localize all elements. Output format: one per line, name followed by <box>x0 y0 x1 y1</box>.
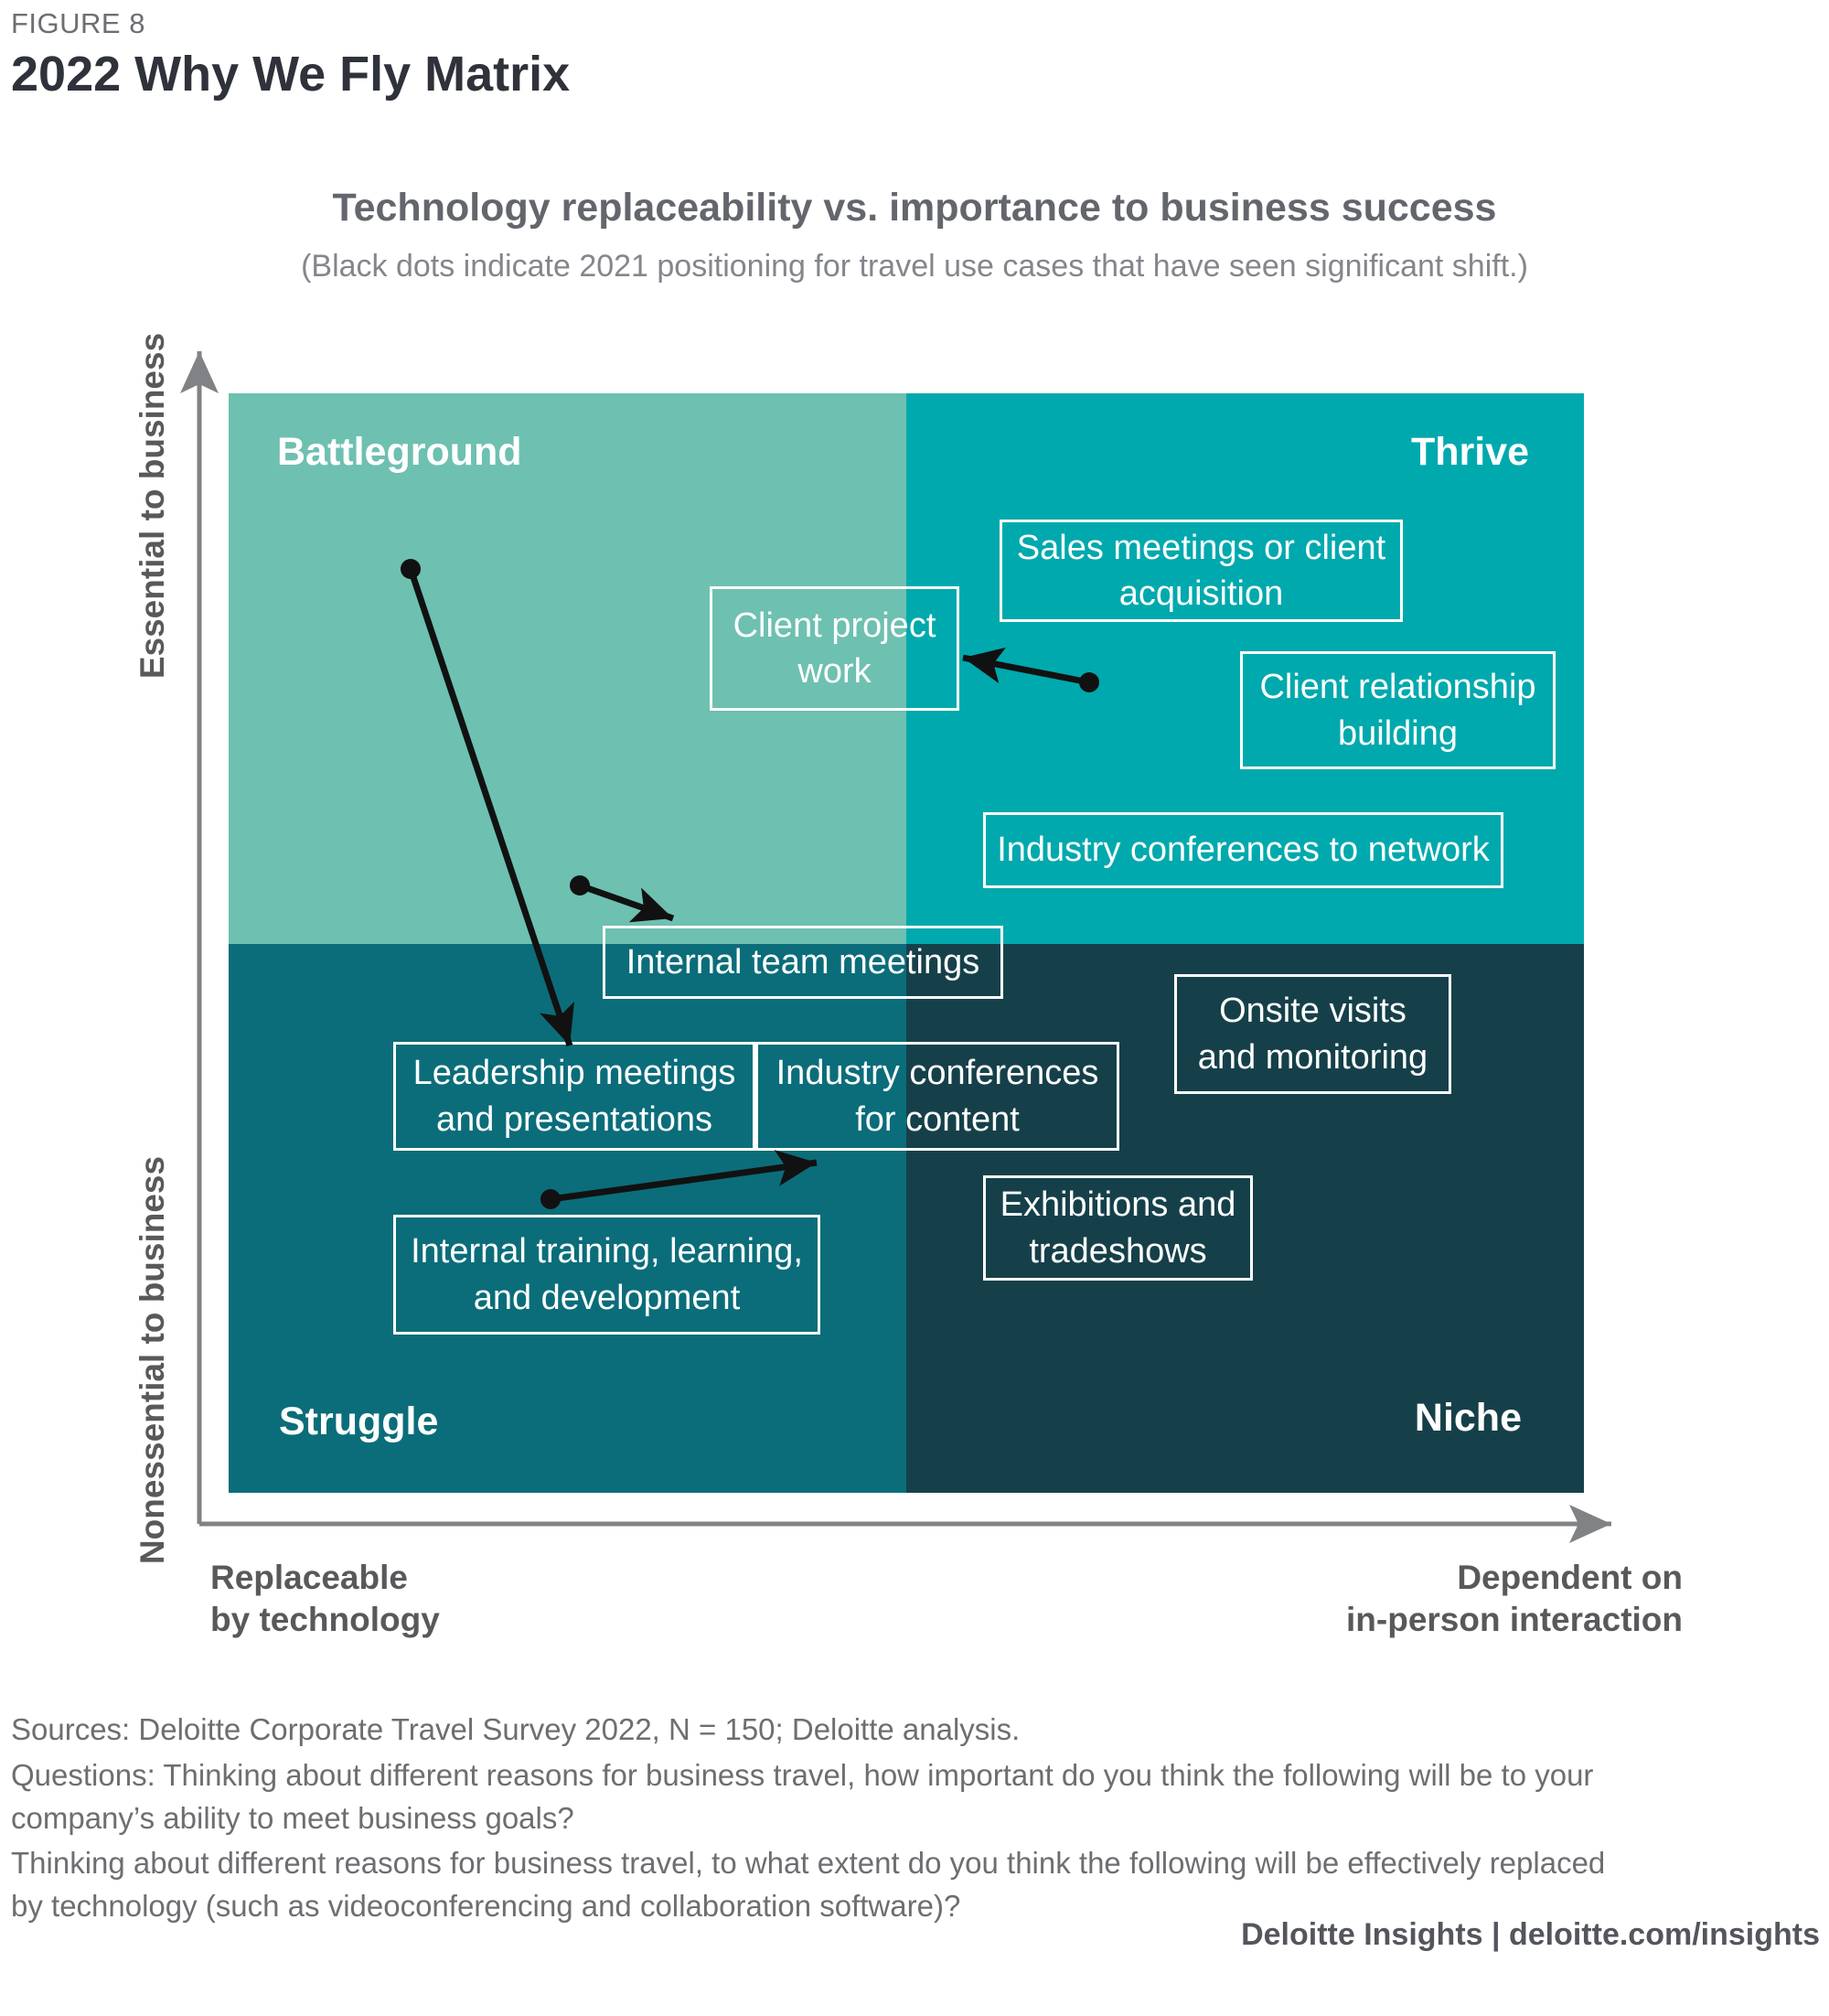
use-case-onsite-visits: Onsite visits and monitoring <box>1174 974 1451 1094</box>
use-case-exhibitions-tradeshows: Exhibitions and tradeshows <box>983 1175 1253 1281</box>
x-axis-label-dependent: Dependent on in-person interaction <box>1346 1559 1683 1638</box>
quadrant-label-struggle: Struggle <box>279 1399 439 1443</box>
use-case-industry-conferences-content: Industry conferences for content <box>755 1042 1119 1151</box>
questions-note: Questions: Thinking about different reas… <box>11 1758 1594 1835</box>
use-case-leadership-meetings: Leadership meetings and presentations <box>393 1042 755 1151</box>
quadrant-label-battleground: Battleground <box>277 430 522 474</box>
use-case-sales-meetings: Sales meetings or client acquisition <box>1000 520 1403 622</box>
quadrant-niche <box>906 944 1584 1493</box>
deloitte-insights-footer: Deloitte Insights | deloitte.com/insight… <box>1241 1917 1820 1952</box>
chart-subtitle: (Black dots indicate 2021 positioning fo… <box>301 249 1528 284</box>
x-axis-label-replaceable: Replaceable by technology <box>210 1559 440 1638</box>
figure-title: 2022 Why We Fly Matrix <box>11 47 571 102</box>
quadrant-label-niche: Niche <box>1414 1396 1522 1440</box>
figure-label: FIGURE 8 <box>11 7 145 39</box>
questions-note-2: Thinking about different reasons for bus… <box>11 1846 1606 1923</box>
use-case-internal-training: Internal training, learning, and develop… <box>393 1215 820 1335</box>
sources-note: Sources: Deloitte Corporate Travel Surve… <box>11 1712 1021 1746</box>
use-case-industry-conferences-network: Industry conferences to network <box>983 812 1503 888</box>
use-case-client-relationship-building: Client relationship building <box>1240 651 1556 769</box>
y-axis-label-nonessential: Nonessential to business <box>134 1155 171 1565</box>
y-axis-label-essential: Essential to business <box>134 332 171 680</box>
use-case-internal-team-meetings: Internal team meetings <box>603 926 1003 999</box>
use-case-client-project-work: Client project work <box>710 586 959 711</box>
chart-title: Technology replaceability vs. importance… <box>332 186 1497 230</box>
quadrant-label-thrive: Thrive <box>1410 430 1529 474</box>
